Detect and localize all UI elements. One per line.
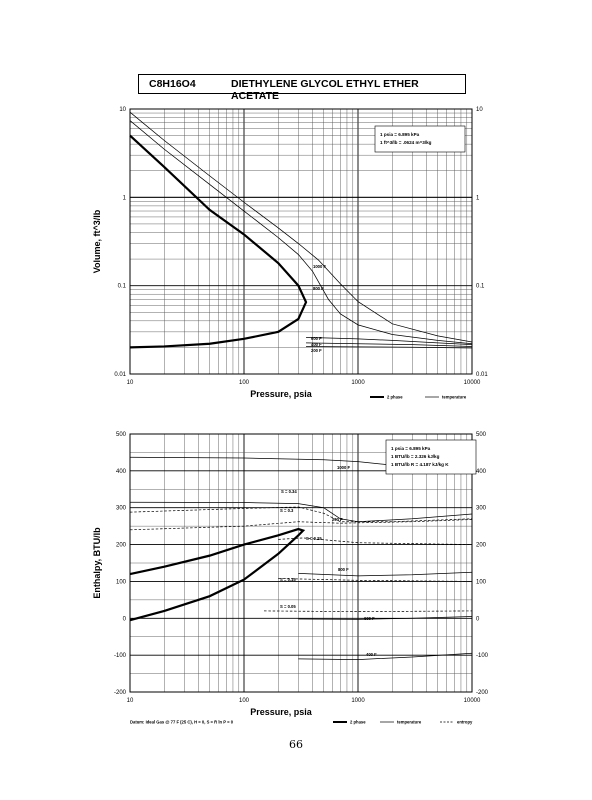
y-tick-label-right: 0.1 <box>476 284 485 290</box>
plot-frame <box>129 433 473 693</box>
curve-label: S = 0.15 <box>280 577 296 582</box>
y-tick-label: 500 <box>116 432 127 438</box>
legend-label: temperature <box>442 395 467 400</box>
2-phase-curve <box>129 527 306 622</box>
y-tick-label-right: 10 <box>476 107 483 113</box>
x-tick-label: 100 <box>239 380 250 386</box>
600-f-curve <box>306 336 473 346</box>
y-tick-label-right: 0 <box>476 616 480 622</box>
conversion-note: 1 ft^3/lb = .0624 m^3/kg <box>380 140 432 145</box>
conversion-note: 1 BTU/lb R = 4.187 kJ/kg K <box>391 462 449 467</box>
s-0-34-curve <box>129 506 473 523</box>
y-axis-label: Volume, ft^3/lb <box>92 209 102 273</box>
400-f-curve <box>298 616 473 620</box>
s-0-3-curve <box>129 519 473 531</box>
curve-label: 400 F <box>311 342 322 347</box>
2-phase-curve <box>129 134 308 349</box>
curve-label: 1000 F <box>313 264 326 269</box>
chart-panel-2 <box>129 433 477 723</box>
y-tick-label: 0.1 <box>118 284 127 290</box>
x-tick-label: 10 <box>127 698 134 704</box>
curve-label: S = 0.3 <box>280 508 294 513</box>
200-f-curve <box>298 652 473 660</box>
curve-label: 400 F <box>366 652 377 657</box>
conversion-note-box <box>374 125 466 153</box>
conversion-note: 1 psia = 6.895 kPa <box>391 446 431 451</box>
y-tick-label: 200 <box>116 543 127 549</box>
plot-frame <box>129 108 473 375</box>
curve-label: S = 0.05 <box>280 604 296 609</box>
x-tick-label: 1000 <box>351 698 365 704</box>
y-tick-label: 10 <box>119 107 126 113</box>
x-tick-label: 10000 <box>464 698 481 704</box>
curve-label: 200 F <box>332 517 343 522</box>
y-tick-label-right: 1 <box>476 195 480 201</box>
s-0-15-curve <box>278 578 473 582</box>
y-tick-label: 400 <box>116 469 127 475</box>
x-tick-label: 100 <box>239 698 250 704</box>
curve-label: 800 F <box>313 286 324 291</box>
chart-panel-1 <box>129 108 473 398</box>
curve-label: 1000 F <box>337 465 350 470</box>
x-axis-label: Pressure, psia <box>250 707 313 717</box>
y-tick-label: 100 <box>116 579 127 585</box>
compound-formula: C8H16O4 <box>149 78 196 90</box>
200-f-curve <box>306 346 473 349</box>
y-tick-label-right: 200 <box>476 543 487 549</box>
legend-label: 2 phase <box>387 395 403 400</box>
curve-label: 600 F <box>311 336 322 341</box>
compound-name: DIETHYLENE GLYCOL ETHYL ETHER ACETATE <box>231 78 419 102</box>
conversion-note-box <box>385 439 477 475</box>
curve-label: S = 0.25 <box>306 536 322 541</box>
y-tick-label-right: 100 <box>476 579 487 585</box>
800-f-curve <box>129 120 473 345</box>
y-tick-label: -100 <box>114 653 127 659</box>
s-0-05-curve <box>264 610 473 613</box>
y-tick-label-right: 500 <box>476 432 487 438</box>
y-tick-label-right: -200 <box>476 690 489 696</box>
1000-f-curve <box>129 111 473 343</box>
curve-label: 800 F <box>338 567 349 572</box>
curve-label: 200 F <box>311 348 322 353</box>
y-axis-label: Enthalpy, BTU/lb <box>92 527 102 599</box>
page-number: 66 <box>289 738 303 751</box>
x-tick-label: 10000 <box>464 380 481 386</box>
legend-label: temperature <box>397 720 422 725</box>
400-f-curve <box>306 342 473 347</box>
s-0-25-curve <box>278 537 473 545</box>
conversion-note: 1 BTU/lb = 2.326 kJ/kg <box>391 454 440 459</box>
x-tick-label: 10 <box>127 380 134 386</box>
y-tick-label: 300 <box>116 506 127 512</box>
y-tick-label: 0 <box>123 616 127 622</box>
y-tick-label-right: 300 <box>476 506 487 512</box>
y-tick-label: 0.01 <box>114 372 126 378</box>
800-f-curve <box>129 501 473 523</box>
y-tick-label: -200 <box>114 690 127 696</box>
y-tick-label-right: 400 <box>476 469 487 475</box>
legend-label: 2 phase <box>350 720 366 725</box>
legend-label: entropy <box>457 720 473 725</box>
datum-footnote: Datum: Ideal Gas @ 77 F (25 C), H = 0, S… <box>130 720 234 725</box>
curve-label: 600 F <box>364 616 375 621</box>
x-tick-label: 1000 <box>351 380 365 386</box>
y-tick-label-right: -100 <box>476 653 489 659</box>
curve-label: S = 0.34 <box>281 489 297 494</box>
conversion-note: 1 psia = 6.895 kPa <box>380 132 420 137</box>
x-axis-label: Pressure, psia <box>250 389 313 399</box>
600-f-curve <box>298 571 473 577</box>
y-tick-label: 1 <box>123 195 127 201</box>
title-box: C8H16O4 DIETHYLENE GLYCOL ETHYL ETHER AC… <box>138 74 466 102</box>
y-tick-label-right: 0.01 <box>476 372 488 378</box>
